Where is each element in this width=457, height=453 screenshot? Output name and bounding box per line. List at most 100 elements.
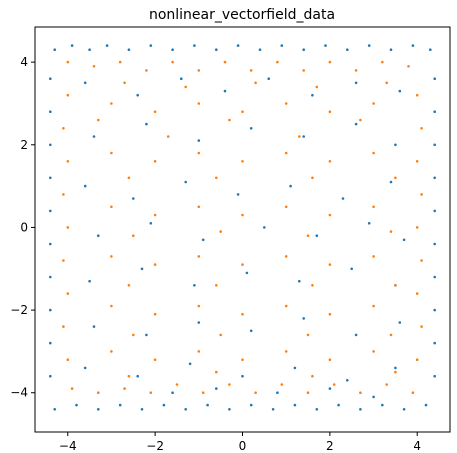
scatter-point-0-15 [367, 44, 371, 47]
scatter-point-0-49 [271, 408, 275, 411]
scatter-point-0-109 [276, 391, 279, 395]
scatter-point-1-102 [132, 234, 135, 237]
scatter-point-0-95 [197, 321, 201, 324]
scatter-point-1-81 [110, 350, 113, 353]
scatter-point-1-6 [223, 60, 227, 64]
scatter-point-1-37 [201, 391, 205, 395]
scatter-point-0-12 [302, 48, 306, 51]
scatter-point-0-105 [346, 379, 349, 382]
scatter-point-0-100 [83, 366, 87, 370]
scatter-point-1-43 [359, 391, 362, 395]
scatter-point-1-67 [110, 255, 113, 258]
scatter-point-0-70 [354, 122, 358, 126]
scatter-point-1-7 [249, 69, 253, 72]
scatter-point-1-60 [110, 205, 113, 209]
scatter-point-0-51 [315, 408, 319, 411]
scatter-point-0-107 [171, 391, 174, 395]
scatter-point-1-45 [411, 391, 415, 395]
scatter-point-1-2 [118, 60, 122, 64]
scatter-point-0-83 [315, 234, 319, 237]
scatter-point-1-114 [127, 374, 131, 378]
x-tick-label: −2 [146, 439, 164, 453]
scatter-point-0-97 [302, 317, 306, 320]
scatter-point-0-36 [433, 308, 437, 312]
scatter-point-1-74 [110, 304, 113, 308]
scatter-point-0-20 [49, 110, 52, 113]
scatter-point-0-89 [245, 271, 249, 275]
scatter-point-0-7 [193, 44, 196, 47]
scatter-point-1-104 [306, 234, 310, 237]
scatter-point-1-91 [315, 85, 319, 89]
scatter-point-0-35 [433, 275, 437, 279]
scatter-point-0-27 [49, 341, 52, 345]
scatter-point-0-30 [433, 110, 437, 113]
scatter-point-0-11 [280, 44, 284, 47]
scatter-point-1-55 [197, 151, 201, 155]
scatter-point-1-27 [415, 226, 419, 229]
scatter-point-0-16 [389, 48, 393, 51]
scatter-point-0-42 [118, 403, 122, 407]
scatter-point-0-41 [97, 408, 100, 411]
scatter-point-0-77 [341, 197, 345, 200]
ticks-layer: −4 −2 0 2 4 −4 −2 0 2 4 [10, 55, 421, 453]
scatter-point-1-8 [276, 60, 279, 64]
scatter-point-0-96 [249, 329, 253, 333]
scatter-point-1-22 [66, 358, 70, 362]
scatter-point-0-48 [249, 403, 253, 407]
scatter-point-0-39 [53, 408, 56, 411]
scatter-point-1-31 [415, 358, 419, 362]
x-tick-label: 2 [326, 439, 334, 453]
scatter-point-0-72 [83, 184, 87, 188]
scatter-point-0-59 [180, 77, 183, 80]
scatter-point-1-58 [328, 160, 332, 163]
scatter-point-0-111 [372, 395, 375, 399]
scatter-point-0-24 [49, 242, 52, 246]
scatter-point-0-4 [127, 48, 131, 51]
scatter-point-0-6 [171, 48, 174, 51]
scatter-point-1-48 [197, 102, 201, 105]
scatter-point-1-101 [394, 176, 397, 180]
scatter-point-0-57 [83, 81, 87, 85]
scatter-point-0-19 [49, 77, 52, 80]
scatter-point-1-88 [123, 81, 126, 85]
scatter-point-0-37 [433, 341, 437, 345]
scatter-point-1-40 [280, 383, 284, 386]
scatter-point-1-116 [311, 374, 314, 378]
scatter-point-1-83 [197, 350, 201, 353]
scatter-point-0-61 [267, 77, 271, 80]
scatter-point-1-97 [359, 118, 362, 122]
scatter-point-1-89 [184, 85, 187, 89]
scatter-point-0-55 [402, 408, 406, 411]
scatter-point-1-53 [110, 151, 113, 155]
chart-title: nonlinear_vectorfield_data [149, 7, 335, 23]
scatter-point-1-57 [284, 151, 288, 155]
scatter-point-1-70 [241, 263, 244, 266]
scatter-point-1-23 [415, 93, 419, 97]
scatter-point-0-23 [49, 209, 52, 213]
scatter-point-1-17 [62, 193, 65, 196]
scatter-point-0-94 [145, 333, 148, 337]
scatter-point-0-101 [136, 374, 139, 378]
scatter-point-0-91 [350, 267, 354, 271]
scatter-point-1-94 [166, 135, 170, 138]
scatter-point-0-29 [433, 77, 437, 80]
scatter-point-1-87 [372, 350, 375, 353]
scatter-point-0-17 [411, 44, 415, 47]
scatter-point-1-54 [153, 160, 157, 163]
scatter-point-0-104 [293, 366, 297, 370]
scatter-point-1-85 [284, 350, 288, 353]
scatter-point-0-103 [241, 374, 244, 378]
scatter-point-0-67 [197, 139, 201, 142]
scatter-point-0-93 [92, 325, 96, 328]
scatter-point-1-98 [127, 176, 131, 180]
scatter-point-1-21 [62, 325, 65, 328]
scatter-point-1-0 [66, 60, 70, 64]
scatter-point-1-64 [284, 205, 288, 209]
scatter-point-0-85 [402, 238, 406, 242]
scatter-point-0-13 [324, 44, 327, 47]
scatter-point-0-52 [337, 403, 340, 407]
scatter-point-1-34 [123, 387, 126, 390]
scatter-point-1-11 [354, 69, 358, 72]
scatter-point-1-12 [381, 60, 384, 64]
scatter-point-0-110 [328, 387, 332, 390]
